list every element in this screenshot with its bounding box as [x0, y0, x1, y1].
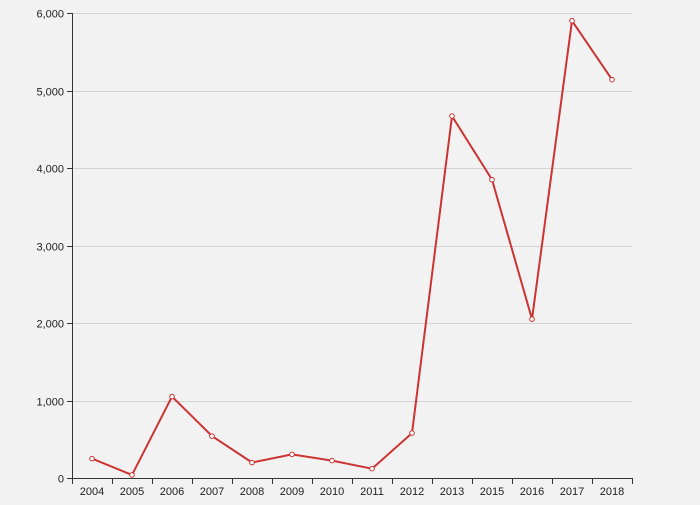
- data-point: [489, 176, 495, 183]
- x-tick-label: 2005: [120, 486, 144, 498]
- data-point: [89, 455, 95, 462]
- data-point: [209, 433, 215, 439]
- x-tick-label: 2009: [280, 486, 304, 498]
- y-tick-label: 1,000: [36, 397, 64, 409]
- data-point: [409, 430, 415, 436]
- y-tick-label: 3,000: [36, 242, 64, 254]
- y-tick-label: 6,000: [36, 9, 64, 21]
- series-layer: [89, 17, 615, 478]
- x-tick-label: 2018: [600, 486, 624, 498]
- data-point: [249, 459, 255, 466]
- x-tick-label: 2016: [520, 486, 544, 498]
- x-tick-label: 2006: [160, 486, 184, 498]
- data-point: [609, 76, 615, 83]
- x-tick-label: 2010: [320, 486, 344, 498]
- y-tick-label: 5,000: [36, 87, 64, 99]
- data-point: [329, 457, 335, 464]
- data-point: [529, 316, 535, 322]
- data-point: [369, 465, 375, 472]
- y-tick-label: 4,000: [36, 164, 64, 176]
- data-point: [289, 451, 295, 458]
- data-point: [449, 113, 455, 119]
- data-point: [169, 393, 175, 400]
- axis-layer: [67, 13, 633, 484]
- y-tick-label: 2,000: [36, 319, 64, 331]
- x-tick-label: 2008: [240, 486, 264, 498]
- label-layer: 0 1,000 2,000 3,000 4,000 5,000 6,000 2004 2005 2…: [36, 9, 624, 499]
- x-tick-label: 2011: [360, 486, 384, 498]
- x-tick-label: 2007: [200, 486, 224, 498]
- y-tick-label: 0: [58, 474, 64, 486]
- x-tick-label: 2004: [80, 486, 104, 498]
- grid-layer: [72, 13, 632, 402]
- series-line: [91, 19, 613, 476]
- data-point: [129, 472, 135, 478]
- x-tick-label: 2015: [480, 486, 504, 498]
- x-tick-label: 2017: [560, 486, 584, 498]
- x-tick-label: 2013: [440, 486, 464, 498]
- x-tick-label: 2012: [400, 486, 424, 498]
- data-point: [569, 17, 575, 24]
